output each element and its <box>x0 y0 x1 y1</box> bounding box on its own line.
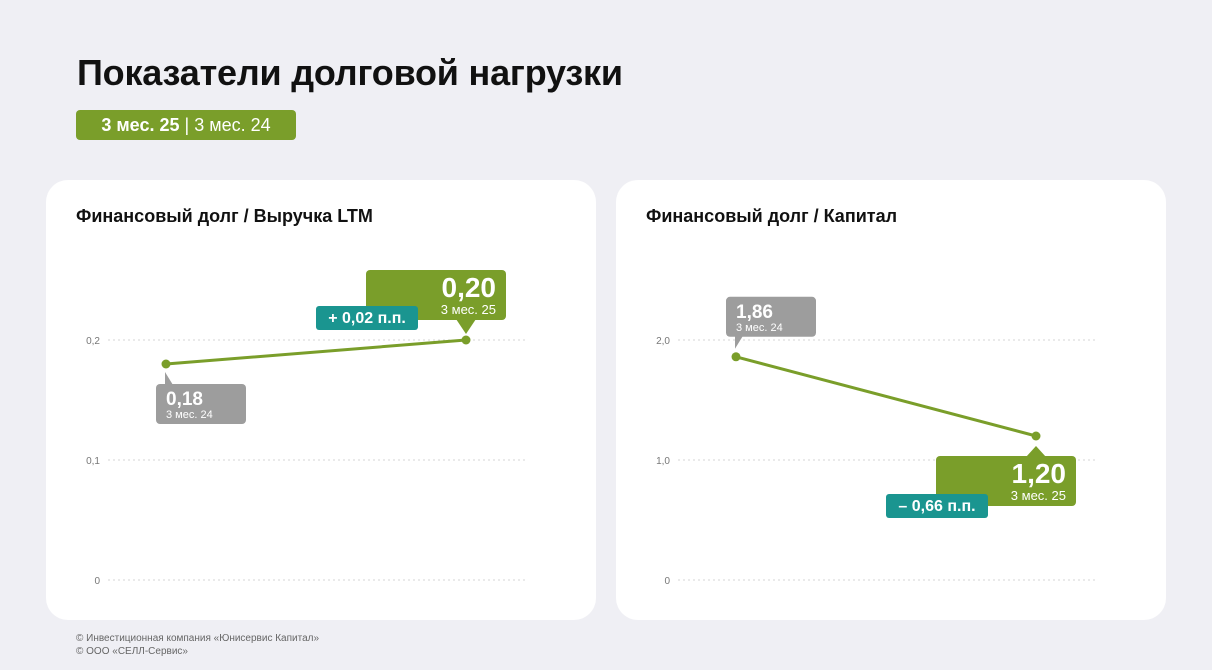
period-previous: 3 мес. 24 <box>194 115 271 135</box>
value-label-previous: 0,18 <box>166 389 203 410</box>
delta-badge: – 0,66 п.п. <box>886 494 988 518</box>
delta-badge-box <box>316 306 418 330</box>
series-line <box>164 338 468 366</box>
period-separator: | <box>184 115 190 135</box>
period-label-previous: 3 мес. 24 <box>736 322 783 334</box>
delta-label: – 0,66 п.п. <box>898 498 975 515</box>
value-label-previous: 1,86 <box>736 302 773 323</box>
footer-copyright-1: © Инвестиционная компания «Юнисервис Кап… <box>76 633 320 644</box>
delta-label: + 0,02 п.п. <box>328 310 406 327</box>
callout-box <box>156 384 246 424</box>
callout-previous: 0,183 мес. 24 <box>156 372 246 424</box>
series-line <box>734 355 1038 438</box>
chart-title: Финансовый долг / Выручка LTM <box>76 206 373 226</box>
callout-previous: 1,863 мес. 24 <box>726 296 816 349</box>
delta-badge-box <box>886 494 988 518</box>
page-title: Показатели долговой нагрузки <box>77 52 623 93</box>
period-label-current: 3 мес. 25 <box>1011 488 1066 503</box>
callout-pointer <box>456 319 476 334</box>
chart-title: Финансовый долг / Капитал <box>646 206 898 226</box>
data-point <box>731 352 741 362</box>
callout-box <box>726 296 816 337</box>
period-current: 3 мес. 25 <box>101 115 180 135</box>
chart-card-debt-equity: Финансовый долг / Капитал 0 1,0 2,0 1,86 3 м… <box>616 180 1166 620</box>
y-tick-label: 0,1 <box>86 456 100 467</box>
callout-pointer <box>735 335 743 349</box>
y-tick-label: 0,2 <box>86 336 100 347</box>
period-badge: 3 мес. 25 | 3 мес. 24 <box>76 110 296 140</box>
y-tick-label: 1,0 <box>656 456 670 467</box>
period-label-current: 3 мес. 25 <box>441 302 496 317</box>
chart-debt-equity: 01,02,01,863 мес. 241,203 мес. 25– 0,66 … <box>656 296 1098 587</box>
callout-pointer <box>1026 446 1046 457</box>
value-label-current: 1,20 <box>1012 458 1067 489</box>
data-point <box>161 359 171 369</box>
period-label-previous: 3 мес. 24 <box>166 409 213 421</box>
data-point <box>461 335 471 345</box>
footer: © Инвестиционная компания «Юнисервис Кап… <box>76 632 319 658</box>
data-point <box>1031 431 1041 441</box>
callout-pointer <box>165 372 173 385</box>
chart-card-debt-revenue: Финансовый долг / Выручка LTM 0 0,1 0,2 0,1… <box>46 180 596 620</box>
callout-box <box>936 456 1076 506</box>
delta-badge: + 0,02 п.п. <box>316 306 418 330</box>
callout-current: 0,203 мес. 25 <box>366 270 506 334</box>
chart-debt-revenue: 00,10,20,183 мес. 240,203 мес. 25+ 0,02 … <box>86 270 528 587</box>
value-label-current: 0,20 <box>442 272 497 303</box>
callout-current: 1,203 мес. 25 <box>936 446 1076 506</box>
y-tick-label: 0 <box>664 576 670 587</box>
footer-copyright-2: © ООО «СЕЛЛ-Сервис» <box>76 646 188 657</box>
y-tick-label: 0 <box>94 576 100 587</box>
y-tick-label: 2,0 <box>656 336 670 347</box>
